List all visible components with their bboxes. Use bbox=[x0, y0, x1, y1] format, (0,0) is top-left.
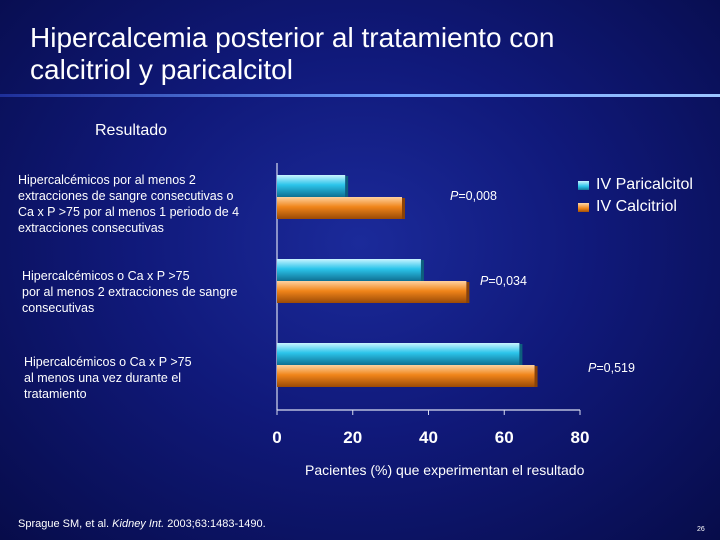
category-label-0-line-0: Hipercalcémicos por al menos 2 bbox=[18, 173, 196, 187]
p-value-text-0: =0,008 bbox=[458, 189, 497, 203]
p-value-prefix-1: P bbox=[480, 274, 489, 288]
citation-authors: Sprague SM, et al. bbox=[18, 518, 113, 530]
bar-side-s1-c0 bbox=[401, 198, 405, 219]
p-value-annotation-1: P=0,034 bbox=[480, 274, 527, 288]
category-label-2-line-0: Hipercalcémicos o Ca x P >75 bbox=[24, 355, 192, 369]
x-axis-label: Pacientes (%) que experimentan el result… bbox=[305, 462, 585, 478]
page-number: 26 bbox=[697, 526, 705, 533]
legend-label-paricalcitol: IV Paricalcitol bbox=[596, 176, 693, 193]
category-label-1-line-2: consecutivas bbox=[22, 301, 95, 315]
category-label-1-line-1: por al menos 2 extracciones de sangre bbox=[22, 285, 238, 299]
bar-side-s1-c1 bbox=[466, 282, 470, 303]
category-label-1-line-0: Hipercalcémicos o Ca x P >75 bbox=[22, 269, 190, 283]
title-underline bbox=[0, 94, 720, 97]
citation-details: 2003;63:1483-1490. bbox=[164, 518, 266, 530]
bar-side-s0-c2 bbox=[519, 344, 523, 365]
bar-s0-c1 bbox=[277, 259, 421, 281]
p-value-prefix-2: P bbox=[588, 361, 597, 375]
category-label-2-line-2: tratamiento bbox=[24, 387, 87, 401]
category-label-1: Hipercalcémicos o Ca x P >75 por al menos… bbox=[22, 268, 237, 316]
bar-s1-c0 bbox=[277, 197, 402, 219]
p-value-annotation-2: P=0,519 bbox=[588, 361, 635, 375]
bar-side-s0-c1 bbox=[420, 260, 424, 281]
citation-journal: Kidney Int. bbox=[112, 518, 165, 530]
x-tick-label-0: 0 bbox=[272, 428, 281, 447]
slide-title-line-1: Hipercalcemia posterior al tratamiento c… bbox=[30, 22, 555, 53]
bar-s0-c0 bbox=[277, 175, 346, 197]
legend-item-paricalcitol: IV Paricalcitol bbox=[578, 174, 693, 196]
legend-item-calcitriol: IV Calcitriol bbox=[578, 196, 693, 218]
p-value-prefix-0: P bbox=[450, 189, 459, 203]
p-value-text-2: =0,519 bbox=[596, 361, 635, 375]
p-value-annotation-0: P=0,008 bbox=[450, 189, 497, 203]
category-label-0-line-3: extracciones consecutivas bbox=[18, 221, 164, 235]
bar-s1-c2 bbox=[277, 365, 535, 387]
result-heading: Resultado bbox=[95, 122, 168, 139]
x-tick-label-2: 40 bbox=[419, 428, 438, 447]
x-tick-label-1: 20 bbox=[343, 428, 362, 447]
chart-legend: IV Paricalcitol IV Calcitriol bbox=[578, 174, 693, 218]
slide-title-line-2: calcitriol y paricalcitol bbox=[30, 54, 293, 85]
category-label-0-line-1: extracciones de sangre consecutivas o bbox=[18, 189, 234, 203]
x-tick-label-3: 60 bbox=[495, 428, 514, 447]
slide-title: Hipercalcemia posterior al tratamiento c… bbox=[30, 22, 690, 86]
bar-side-s0-c0 bbox=[345, 176, 349, 197]
category-label-2: Hipercalcémicos o Ca x P >75 al menos una… bbox=[24, 354, 192, 402]
category-label-0-line-2: Ca x P >75 por al menos 1 periodo de 4 bbox=[18, 205, 240, 219]
legend-swatch-paricalcitol bbox=[578, 180, 589, 190]
x-tick-label-4: 80 bbox=[571, 428, 590, 447]
category-label-2-line-1: al menos una vez durante el bbox=[24, 371, 182, 385]
p-value-text-1: =0,034 bbox=[488, 274, 527, 288]
bar-s0-c2 bbox=[277, 343, 520, 365]
legend-swatch-calcitriol bbox=[578, 202, 589, 212]
legend-label-calcitriol: IV Calcitriol bbox=[596, 198, 677, 215]
category-label-0: Hipercalcémicos por al menos 2 extraccion… bbox=[18, 172, 239, 236]
citation: Sprague SM, et al. Kidney Int. 2003;63:1… bbox=[18, 518, 266, 530]
bar-side-s1-c2 bbox=[534, 366, 538, 387]
bar-s1-c1 bbox=[277, 281, 467, 303]
